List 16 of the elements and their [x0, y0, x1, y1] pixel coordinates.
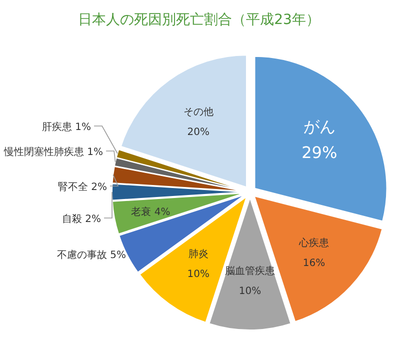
slice-label: 自殺 2% — [62, 213, 102, 225]
slice-label: 腎不全 2% — [58, 181, 108, 193]
slice-label: 慢性閉塞性肺疾患 1% — [3, 146, 104, 158]
slice-label: 心疾患 — [298, 237, 330, 250]
data-label: 16% — [302, 258, 326, 270]
slice-label: 肺炎 — [188, 248, 208, 260]
slice-label: 老衰 4% — [131, 206, 170, 218]
slice-label: 不慮の事故 5% — [56, 249, 126, 261]
chart-title: 日本人の死因別死亡割合（平成23年） — [78, 12, 320, 28]
slice-label: その他 — [183, 106, 214, 118]
data-label: 10% — [238, 286, 262, 297]
data-label: 10% — [187, 269, 210, 280]
slice-label: がん — [303, 117, 336, 136]
data-label: 20% — [187, 126, 210, 138]
slice-label: 肝疾患 1% — [42, 121, 92, 133]
data-label: 29% — [302, 143, 338, 162]
